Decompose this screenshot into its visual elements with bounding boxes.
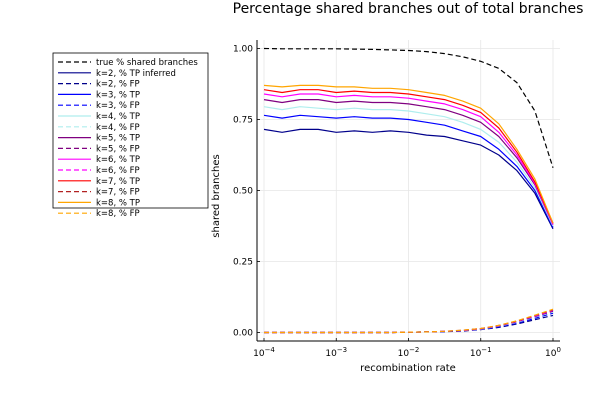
y-tick-label: 1.00 [233, 45, 253, 55]
series-line-0 [263, 47, 554, 168]
x-tick-label: 10−3 [325, 346, 347, 359]
legend-label: k=3, % TP [96, 90, 140, 100]
series-line-3 [263, 114, 554, 228]
chart-title: Percentage shared branches out of total … [233, 1, 584, 17]
series-line-1 [263, 128, 554, 230]
legend-label: k=3, % FP [96, 101, 140, 111]
series-line-9 [263, 93, 554, 225]
legend-label: k=8, % TP [96, 198, 140, 208]
axes [256, 40, 560, 342]
legend-box [52, 52, 209, 209]
legend-label: k=5, % FP [96, 144, 140, 154]
x-tick-label: 10−2 [398, 346, 420, 359]
legend-label: k=8, % FP [96, 209, 140, 219]
y-axis-label: shared branches [211, 154, 222, 237]
x-tick-label: 10−1 [470, 346, 492, 359]
y-tick-label: 0.00 [233, 328, 253, 338]
series-line-11 [263, 89, 554, 224]
y-tick-label: 0.25 [233, 257, 253, 267]
legend-label: k=4, % TP [96, 112, 140, 122]
x-tick-label: 100 [545, 346, 561, 359]
legend-label: k=5, % TP [96, 134, 140, 144]
legend-label: k=2, % TP inferred [96, 69, 176, 79]
series-line-13 [263, 84, 554, 224]
series-line-7 [263, 98, 554, 225]
series-group [263, 47, 554, 334]
legend-label: k=2, % FP [96, 80, 140, 90]
legend-label: k=6, % TP [96, 155, 140, 165]
x-tick-label: 10−4 [253, 346, 275, 359]
series-line-5 [263, 106, 554, 227]
series-line-14 [264, 308, 554, 334]
y-tick-label: 0.50 [233, 187, 253, 197]
legend-label: true % shared branches [96, 58, 198, 68]
legend-label: k=6, % FP [96, 166, 140, 176]
tick-labels: 10−4 10−3 10−2 10−1 100 0.00 0.25 0.50 0.75 1.00 [233, 45, 561, 359]
y-tick-label: 0.75 [233, 116, 253, 126]
legend-label: k=4, % FP [96, 123, 140, 133]
legend-label: k=7, % FP [96, 188, 140, 198]
legend-label: k=7, % TP [96, 177, 140, 187]
x-axis-label: recombination rate [360, 363, 456, 374]
